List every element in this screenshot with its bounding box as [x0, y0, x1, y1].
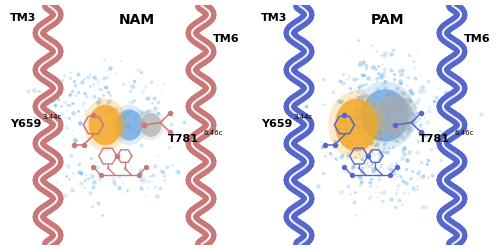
Text: Y659: Y659: [10, 119, 41, 129]
Ellipse shape: [84, 98, 127, 152]
Text: TM3: TM3: [261, 13, 287, 23]
Ellipse shape: [88, 105, 122, 145]
Ellipse shape: [361, 89, 409, 142]
Ellipse shape: [376, 95, 412, 136]
Text: TM6: TM6: [464, 34, 490, 44]
Ellipse shape: [328, 91, 384, 159]
Ellipse shape: [354, 81, 416, 150]
Text: 6.46c: 6.46c: [454, 130, 474, 136]
Ellipse shape: [116, 110, 142, 140]
Ellipse shape: [335, 99, 378, 151]
Text: T781: T781: [418, 134, 450, 144]
Ellipse shape: [140, 113, 162, 137]
Ellipse shape: [372, 89, 418, 142]
Text: Y659: Y659: [261, 119, 292, 129]
Text: 3.44c: 3.44c: [293, 114, 312, 120]
Text: PAM: PAM: [370, 13, 404, 27]
Text: NAM: NAM: [118, 13, 154, 27]
Text: 6.46c: 6.46c: [204, 130, 223, 136]
Text: TM6: TM6: [212, 34, 239, 44]
Ellipse shape: [112, 105, 146, 145]
Text: T781: T781: [168, 134, 198, 144]
Ellipse shape: [137, 110, 165, 140]
Text: TM3: TM3: [10, 13, 36, 23]
Text: 3.44c: 3.44c: [42, 114, 62, 120]
